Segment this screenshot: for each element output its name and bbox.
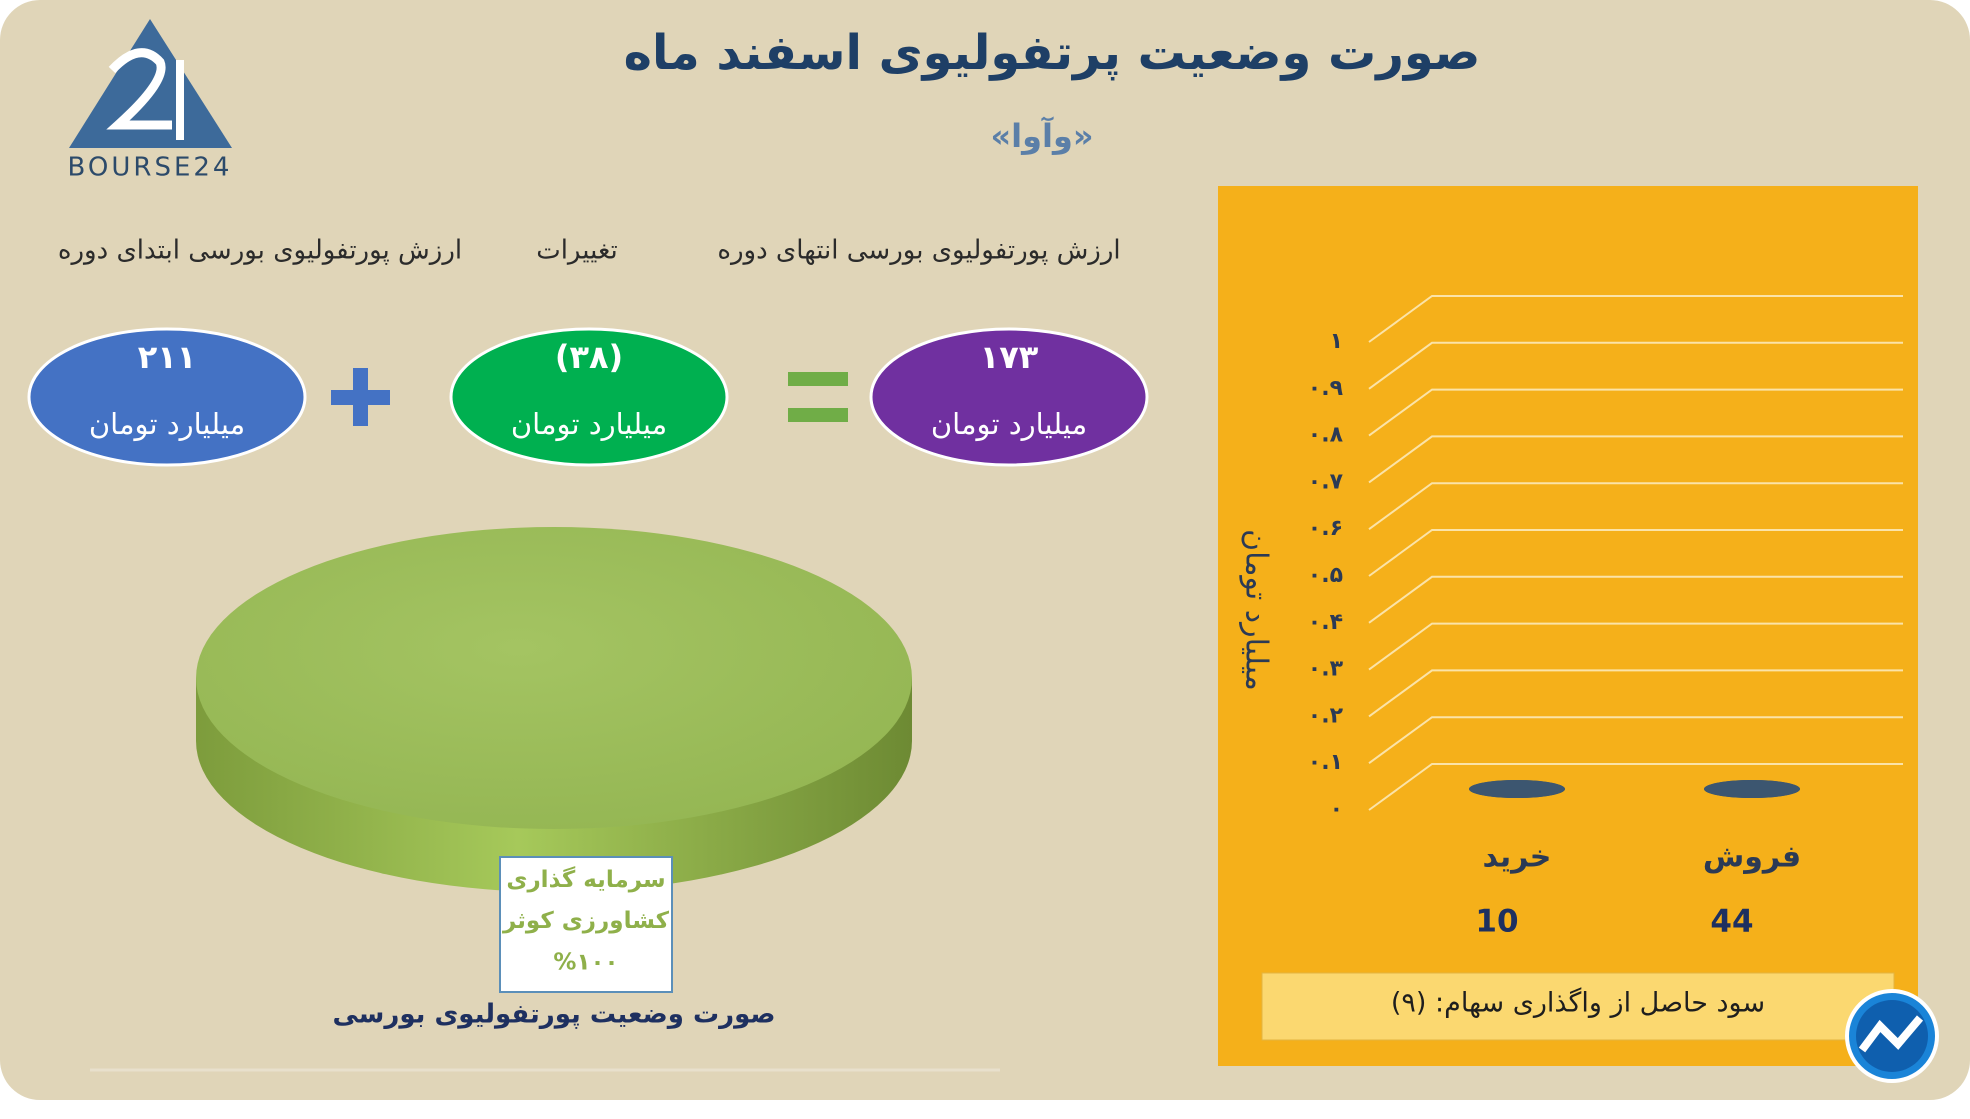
y-tick-label: ۰ [1330,797,1343,822]
y-tick-label: ۰.۳ [1308,657,1344,682]
y-axis-title: میلیارد تومان [1239,529,1274,691]
summary-value: ۲۱۱ [138,338,197,376]
corner-icon [1845,989,1939,1083]
y-tick-label: ۰.۲ [1308,703,1344,728]
y-tick-label: ۰.۵ [1308,563,1343,588]
equals-sign [788,372,848,422]
grid-line [1368,575,1903,624]
bar-top [1469,780,1565,798]
summary-unit: میلیارد تومان [511,407,667,441]
summary-oval [869,327,1149,467]
y-tick-label: ۰.۶ [1308,516,1343,541]
logo-text: BOURSE24 [68,153,233,183]
bar-top [1704,780,1800,798]
subtitle: «وآوا» [990,116,1093,155]
y-tick-label: ۰.۸ [1308,423,1344,448]
summary-value: ۱۷۳ [980,338,1039,376]
pie-slice [196,527,912,829]
y-tick-label: ۰.۷ [1308,469,1344,494]
table-value: 10 [1475,904,1518,940]
summary-label: ارزش پورتفولیوی بورسی انتهای دوره [717,236,1120,266]
pie-label: سرمایه گذاری کشاورزی کوثر [502,866,670,934]
table-value: 44 [1710,904,1753,940]
grid-line [1368,295,1903,343]
pie-title: صورت وضعیت پورتفولیوی بورسی [333,1000,776,1030]
x-tick-label: خرید [1483,840,1552,875]
title: صورت وضعیت پرتفولیوی اسفند ماه [624,25,1481,81]
summary-oval [449,327,729,467]
bar-panel [1218,186,1918,1066]
note-box [1261,972,1895,1041]
y-tick-label: ۰.۹ [1308,376,1343,401]
summary-value: (۳۸) [555,338,623,376]
summary-unit: میلیارد تومان [931,407,1087,441]
summary-unit: میلیارد تومان [89,407,245,441]
note-text: سود حاصل از واگذاری سهام: (۹) [1391,987,1765,1019]
grid-line [1368,669,1903,718]
grid-line [1368,529,1903,577]
pie-value-label: %۱۰۰ [553,950,618,976]
summary-label: ارزش پورتفولیوی بورسی ابتدای دوره [58,236,462,266]
summary-oval [27,327,307,467]
grid-line [1368,716,1903,765]
grid-line [1368,622,1903,671]
plus-sign [331,368,390,426]
grid-line [1368,763,1903,811]
y-tick-label: ۱ [1330,329,1343,354]
grid-line [1368,388,1903,437]
y-tick-label: ۰.۴ [1308,610,1343,635]
grid-line [1368,482,1903,531]
summary-label: تغییرات [536,236,618,266]
grid-line [1368,341,1903,390]
pie-label-box [499,856,673,993]
y-tick-label: ۰.۱ [1308,750,1343,775]
logo [69,19,232,148]
grid-line [1368,435,1903,484]
x-tick-label: فروش [1703,840,1801,875]
